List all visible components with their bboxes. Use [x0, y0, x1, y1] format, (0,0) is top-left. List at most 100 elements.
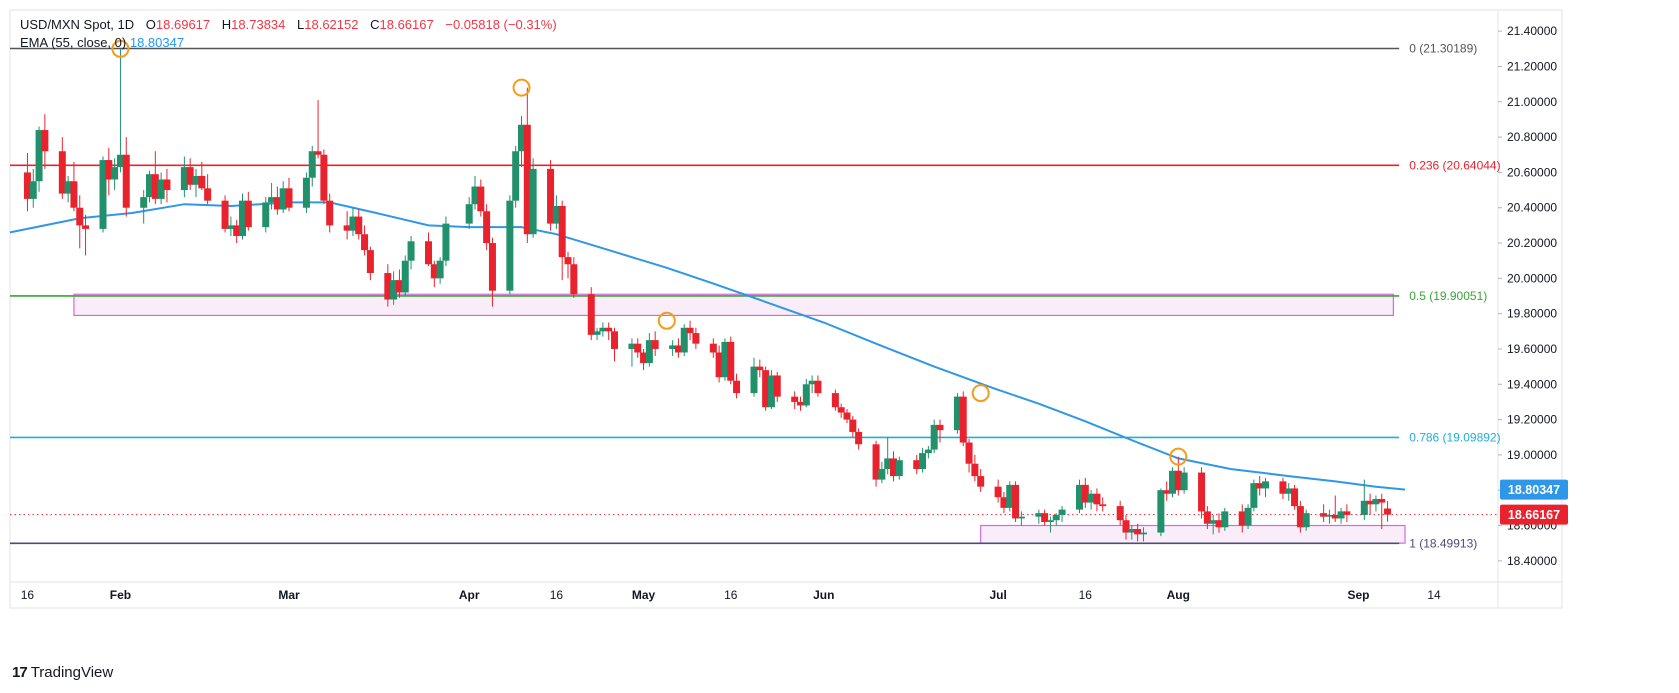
y-tick-label: 19.00000 [1507, 448, 1557, 462]
tradingview-brand[interactable]: 17 TradingView [12, 664, 113, 681]
candle-body [709, 343, 717, 353]
x-tick-label: 16 [1079, 588, 1093, 602]
candle-body [634, 343, 642, 353]
candle-body [99, 160, 107, 229]
tradingview-logo-icon: 17 [12, 664, 28, 681]
chart-legend: USD/MXN Spot, 1D O18.69617 H18.73834 L18… [20, 16, 557, 52]
candle-body [314, 151, 322, 155]
candle-body [180, 167, 188, 191]
candle-body [64, 181, 72, 194]
y-tick-label: 20.00000 [1507, 271, 1557, 285]
candle-body [1128, 529, 1136, 533]
candle-body [302, 177, 310, 208]
candle-body [401, 260, 409, 293]
candle-body [1337, 511, 1345, 519]
y-tick-label: 19.80000 [1507, 307, 1557, 321]
chart-grid [9, 9, 1563, 609]
candle-body [70, 181, 78, 208]
time-axis[interactable]: 16 Feb Mar Apr 16 May 16 Jun Jul 16 Aug Sep 14 [21, 588, 1441, 602]
candle-body [791, 396, 799, 402]
candle-body [1285, 488, 1293, 494]
price-axis[interactable]: 21.40000 21.20000 21.00000 20.80000 20.60000… [1498, 24, 1568, 568]
candle-body [1262, 481, 1269, 489]
candle-body [599, 327, 607, 332]
candle-body [390, 280, 398, 300]
candle-body [273, 197, 281, 210]
candle-body [640, 352, 648, 364]
y-tick-label: 19.40000 [1507, 377, 1557, 391]
candle-body [1203, 511, 1211, 524]
candle-body [1035, 513, 1043, 517]
candlestick-series [23, 48, 1392, 542]
candle-body [750, 366, 758, 394]
candle-body [1198, 472, 1206, 512]
candle-body [1244, 507, 1252, 526]
pivot-marker-circle [512, 78, 531, 97]
candle-body [1331, 514, 1339, 519]
open-value: 18.69617 [155, 17, 211, 32]
candle-body [936, 424, 944, 431]
candle-body [1052, 514, 1060, 521]
candle-body [919, 453, 927, 470]
y-tick-label: 20.20000 [1507, 236, 1557, 250]
candle-body [808, 380, 816, 385]
candle-body [349, 216, 357, 231]
candle-body [628, 343, 636, 349]
candle-body [1366, 500, 1374, 505]
candle-body [523, 124, 531, 235]
candle-body [1058, 509, 1066, 515]
candle-body [611, 331, 618, 349]
fib-level-label: 0.236 (20.64044) [1409, 158, 1500, 172]
candle-body [483, 211, 491, 244]
y-tick-label: 19.60000 [1507, 342, 1557, 356]
candle-body [366, 250, 374, 274]
candle-body [872, 444, 880, 480]
candle-body [767, 375, 775, 408]
candle-body [1139, 532, 1147, 535]
candle-body [227, 225, 235, 229]
candle-body [157, 179, 165, 199]
candle-body [512, 151, 520, 201]
fib-level-label: 1 (18.49913) [1409, 536, 1477, 550]
candle-body [965, 442, 973, 464]
candle-body [23, 172, 31, 199]
candle-body [651, 340, 659, 349]
candle-body [930, 424, 938, 450]
candle-body [326, 200, 334, 226]
candle-body [680, 327, 688, 353]
high-value: 18.73834 [231, 17, 286, 32]
price-label-text: 18.80347 [1508, 483, 1560, 497]
candle-body [1046, 520, 1054, 522]
candle-body [233, 225, 241, 236]
candle-body [477, 186, 485, 212]
candle-body [913, 460, 921, 470]
x-tick-label: 16 [21, 588, 35, 602]
candle-body [1017, 516, 1025, 519]
price-label-box [1500, 504, 1568, 525]
candle-body [35, 130, 43, 182]
candle-body [564, 257, 572, 265]
candle-body [442, 223, 450, 261]
price-zone [980, 524, 1406, 544]
candle-body [192, 175, 200, 185]
candle-body [721, 341, 729, 378]
low-value: 18.62152 [304, 17, 359, 32]
candle-body [221, 200, 229, 229]
candle-body [308, 151, 316, 178]
candle-body [547, 168, 555, 224]
candle-body [320, 154, 328, 201]
candle-body [1087, 493, 1095, 503]
candle-body [692, 333, 700, 344]
pivot-marker-circle [971, 384, 990, 403]
candle-body [244, 200, 252, 228]
y-tick-label: 20.80000 [1507, 130, 1557, 144]
candle-body [186, 167, 194, 185]
fib-level-label: 0.5 (19.90051) [1409, 289, 1487, 303]
candle-body [1006, 484, 1014, 508]
candle-body [82, 225, 90, 229]
pivot-markers [111, 39, 1188, 466]
candle-body [1215, 520, 1223, 528]
candle-body [1122, 520, 1130, 533]
candle-body [1238, 511, 1246, 526]
